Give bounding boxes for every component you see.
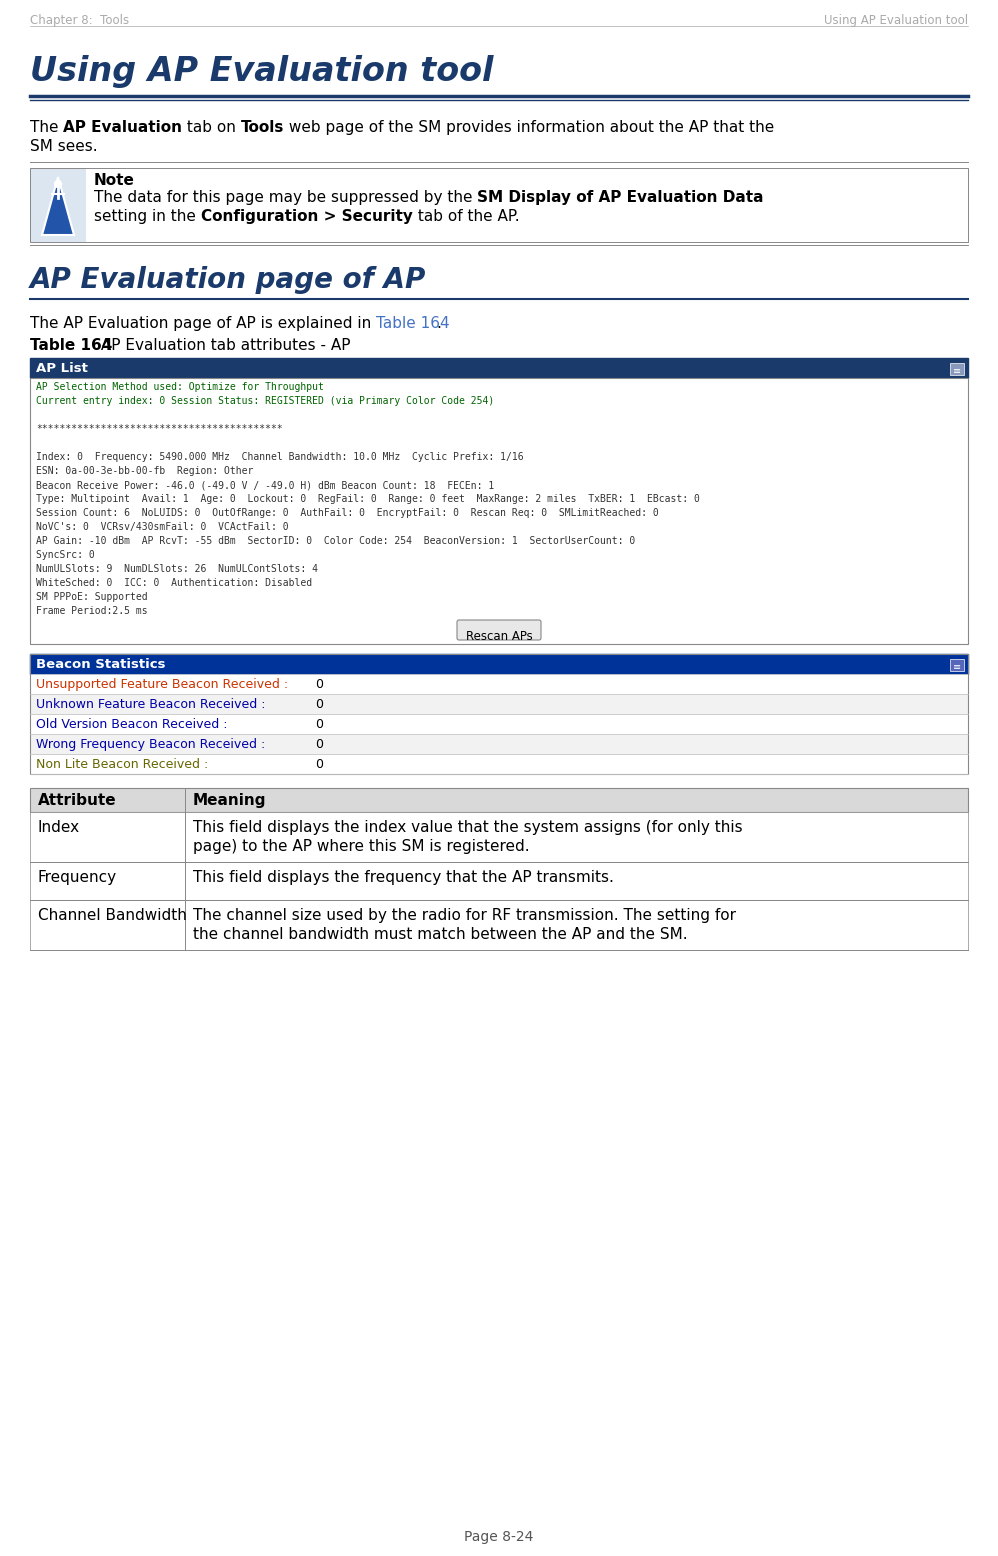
FancyBboxPatch shape (457, 619, 541, 640)
Text: The data for this page may be suppressed by the: The data for this page may be suppressed… (94, 190, 477, 205)
Text: 0: 0 (315, 758, 323, 772)
Text: Chapter 8:  Tools: Chapter 8: Tools (30, 14, 129, 26)
Text: ≡: ≡ (953, 366, 961, 377)
Text: Table 164: Table 164 (376, 316, 450, 331)
Text: Rescan APs: Rescan APs (466, 630, 532, 643)
Text: WhiteSched: 0  ICC: 0  Authentication: Disabled: WhiteSched: 0 ICC: 0 Authentication: Dis… (36, 577, 312, 588)
Text: setting in the: setting in the (94, 209, 201, 224)
Text: NumULSlots: 9  NumDLSlots: 26  NumULContSlots: 4: NumULSlots: 9 NumDLSlots: 26 NumULContSl… (36, 563, 318, 574)
FancyBboxPatch shape (30, 694, 968, 714)
FancyBboxPatch shape (30, 654, 968, 674)
Circle shape (55, 180, 62, 188)
Text: SyncSrc: 0: SyncSrc: 0 (36, 549, 95, 560)
FancyBboxPatch shape (30, 862, 968, 899)
Text: Current entry index: 0 Session Status: REGISTERED (via Primary Color Code 254): Current entry index: 0 Session Status: R… (36, 395, 494, 406)
Text: NoVC's: 0  VCRsv/430smFail: 0  VCActFail: 0: NoVC's: 0 VCRsv/430smFail: 0 VCActFail: … (36, 521, 288, 532)
Text: 0: 0 (315, 678, 323, 691)
Text: 0: 0 (315, 699, 323, 711)
FancyBboxPatch shape (30, 755, 968, 773)
Text: The channel size used by the radio for RF transmission. The setting for: The channel size used by the radio for R… (193, 909, 736, 923)
Text: Beacon Receive Power: -46.0 (-49.0 V / -49.0 H) dBm Beacon Count: 18  FECEn: 1: Beacon Receive Power: -46.0 (-49.0 V / -… (36, 479, 494, 490)
Text: SM sees.: SM sees. (30, 138, 98, 154)
Text: Old Version Beacon Received :: Old Version Beacon Received : (36, 717, 228, 731)
Text: Index: Index (38, 820, 80, 836)
Text: the channel bandwidth must match between the AP and the SM.: the channel bandwidth must match between… (193, 927, 688, 941)
Text: This field displays the index value that the system assigns (for only this: This field displays the index value that… (193, 820, 743, 836)
Text: Beacon Statistics: Beacon Statistics (36, 658, 166, 671)
Text: Non Lite Beacon Received :: Non Lite Beacon Received : (36, 758, 209, 772)
Text: AP Evaluation tab attributes - AP: AP Evaluation tab attributes - AP (96, 338, 350, 353)
Text: Unknown Feature Beacon Received :: Unknown Feature Beacon Received : (36, 699, 265, 711)
Text: This field displays the frequency that the AP transmits.: This field displays the frequency that t… (193, 870, 614, 885)
Text: Unsupported Feature Beacon Received :: Unsupported Feature Beacon Received : (36, 678, 288, 691)
Text: Index: 0  Frequency: 5490.000 MHz  Channel Bandwidth: 10.0 MHz  Cyclic Prefix: 1: Index: 0 Frequency: 5490.000 MHz Channel… (36, 451, 524, 462)
Text: tab on: tab on (183, 120, 242, 135)
Text: Page 8-24: Page 8-24 (464, 1530, 534, 1544)
FancyBboxPatch shape (950, 660, 964, 671)
Text: AP Selection Method used: Optimize for Throughput: AP Selection Method used: Optimize for T… (36, 383, 324, 392)
Text: Type: Multipoint  Avail: 1  Age: 0  Lockout: 0  RegFail: 0  Range: 0 feet  MaxRa: Type: Multipoint Avail: 1 Age: 0 Lockout… (36, 493, 700, 504)
FancyBboxPatch shape (30, 378, 968, 644)
Text: AP Evaluation: AP Evaluation (64, 120, 183, 135)
Text: Session Count: 6  NoLUIDS: 0  OutOfRange: 0  AuthFail: 0  EncryptFail: 0  Rescan: Session Count: 6 NoLUIDS: 0 OutOfRange: … (36, 507, 659, 518)
Text: Meaning: Meaning (193, 794, 266, 808)
Text: Configuration > Security: Configuration > Security (201, 209, 412, 224)
Text: .: . (436, 316, 441, 331)
Text: ******************************************: ****************************************… (36, 423, 282, 434)
Text: The: The (30, 120, 64, 135)
Text: tab of the AP.: tab of the AP. (412, 209, 519, 224)
Text: AP Evaluation page of AP: AP Evaluation page of AP (30, 266, 426, 294)
Text: AP List: AP List (36, 363, 88, 375)
FancyBboxPatch shape (30, 168, 86, 243)
Text: page) to the AP where this SM is registered.: page) to the AP where this SM is registe… (193, 839, 530, 854)
Text: ≡: ≡ (953, 661, 961, 672)
Text: ESN: 0a-00-3e-bb-00-fb  Region: Other: ESN: 0a-00-3e-bb-00-fb Region: Other (36, 465, 253, 476)
Text: Channel Bandwidth: Channel Bandwidth (38, 909, 187, 923)
Text: web page of the SM provides information about the AP that the: web page of the SM provides information … (284, 120, 774, 135)
FancyBboxPatch shape (30, 714, 968, 734)
FancyBboxPatch shape (30, 674, 968, 694)
Text: 0: 0 (315, 717, 323, 731)
Polygon shape (42, 177, 74, 235)
FancyBboxPatch shape (30, 787, 968, 812)
Text: Wrong Frequency Beacon Received :: Wrong Frequency Beacon Received : (36, 738, 265, 752)
FancyBboxPatch shape (30, 812, 968, 862)
FancyBboxPatch shape (30, 358, 968, 378)
Text: AP Gain: -10 dBm  AP RcvT: -55 dBm  SectorID: 0  Color Code: 254  BeaconVersion:: AP Gain: -10 dBm AP RcvT: -55 dBm Sector… (36, 535, 636, 546)
Text: Frame Period:2.5 ms: Frame Period:2.5 ms (36, 605, 148, 616)
Text: 0: 0 (315, 738, 323, 752)
Text: SM PPPoE: Supported: SM PPPoE: Supported (36, 591, 148, 602)
Text: Frequency: Frequency (38, 870, 117, 885)
Text: SM Display of AP Evaluation Data: SM Display of AP Evaluation Data (477, 190, 763, 205)
Text: Note: Note (94, 173, 135, 188)
Text: Table 164: Table 164 (30, 338, 113, 353)
Text: Attribute: Attribute (38, 794, 117, 808)
Text: The AP Evaluation page of AP is explained in: The AP Evaluation page of AP is explaine… (30, 316, 376, 331)
FancyBboxPatch shape (30, 899, 968, 951)
Text: Using AP Evaluation tool: Using AP Evaluation tool (30, 54, 493, 89)
Text: Using AP Evaluation tool: Using AP Evaluation tool (824, 14, 968, 26)
Text: Tools: Tools (242, 120, 284, 135)
FancyBboxPatch shape (950, 363, 964, 375)
FancyBboxPatch shape (30, 734, 968, 755)
